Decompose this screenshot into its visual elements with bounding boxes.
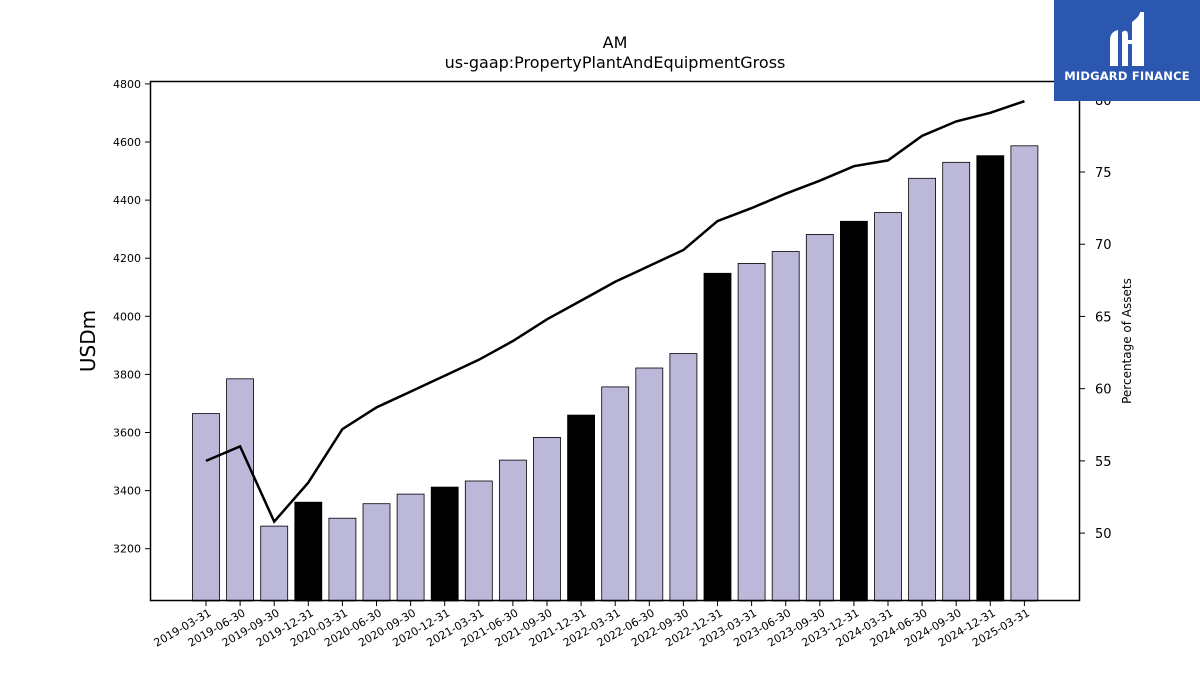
y-tick-label: 4400: [113, 194, 141, 207]
bar-2021-03-31: [464, 480, 493, 602]
bar-2023-12-31: [840, 220, 868, 602]
percentage-line: [205, 100, 1025, 524]
bar-2021-06-30: [498, 459, 527, 602]
y2-tick-label: 60: [1095, 383, 1112, 398]
y-tick-label: 3400: [113, 485, 141, 498]
plot-area: 3200 3400 3600 3800 4000 4200 4400 4600 4800 50 55…: [113, 78, 1112, 650]
bar-2022-03-31: [601, 386, 630, 602]
midgard-logo-icon: [1110, 12, 1144, 67]
y-tick-label: 4000: [113, 310, 141, 323]
bar-2024-09-30: [942, 161, 971, 602]
bar-2024-12-31: [976, 155, 1005, 602]
y-tick-label: 4600: [113, 136, 141, 149]
bar-2021-12-31: [567, 414, 595, 602]
bar-2019-06-30: [226, 378, 255, 602]
y2-tick-label: 50: [1095, 527, 1112, 542]
bar-2020-06-30: [362, 503, 391, 602]
bar-2021-09-30: [533, 436, 561, 602]
chart-title: AM: [603, 33, 628, 52]
y2-tick-label: 70: [1095, 238, 1112, 253]
y2-tick-label: 55: [1095, 455, 1112, 470]
bar-2022-06-30: [635, 367, 664, 602]
bar-2023-03-31: [737, 262, 766, 602]
bar-2020-09-30: [396, 493, 425, 602]
chart-subtitle: us-gaap:PropertyPlantAndEquipmentGross: [445, 53, 786, 72]
bar-2022-12-31: [703, 272, 732, 602]
brand-logo: MIDGARD FINANCE: [1054, 0, 1200, 101]
y2-axis-label: Percentage of Assets: [1120, 278, 1134, 404]
y-axis-label: USDm: [76, 310, 100, 372]
y-tick-label: 4200: [113, 252, 141, 265]
bar-2019-03-31: [192, 413, 220, 602]
y-tick-label: 3600: [113, 427, 141, 440]
bar-2023-06-30: [771, 251, 800, 602]
bar-2019-09-30: [260, 525, 289, 602]
y-tick-label: 3800: [113, 368, 141, 381]
bar-2025-03-31: [1010, 145, 1039, 602]
bar-2020-12-31: [430, 486, 459, 602]
y2-tick-label: 75: [1095, 166, 1112, 181]
bar-2024-06-30: [908, 177, 936, 602]
bar-2024-03-31: [874, 212, 902, 602]
bar-2022-09-30: [669, 353, 698, 602]
y-tick-label: 3200: [113, 543, 141, 556]
y-tick-label: 4800: [113, 78, 141, 91]
y2-tick-label: 65: [1095, 310, 1112, 325]
brand-name: MIDGARD FINANCE: [1064, 69, 1190, 83]
bar-2020-03-31: [328, 517, 357, 602]
bar-2023-09-30: [805, 233, 834, 602]
plot-frame: [149, 80, 1081, 602]
bar-2019-12-31: [294, 501, 323, 602]
